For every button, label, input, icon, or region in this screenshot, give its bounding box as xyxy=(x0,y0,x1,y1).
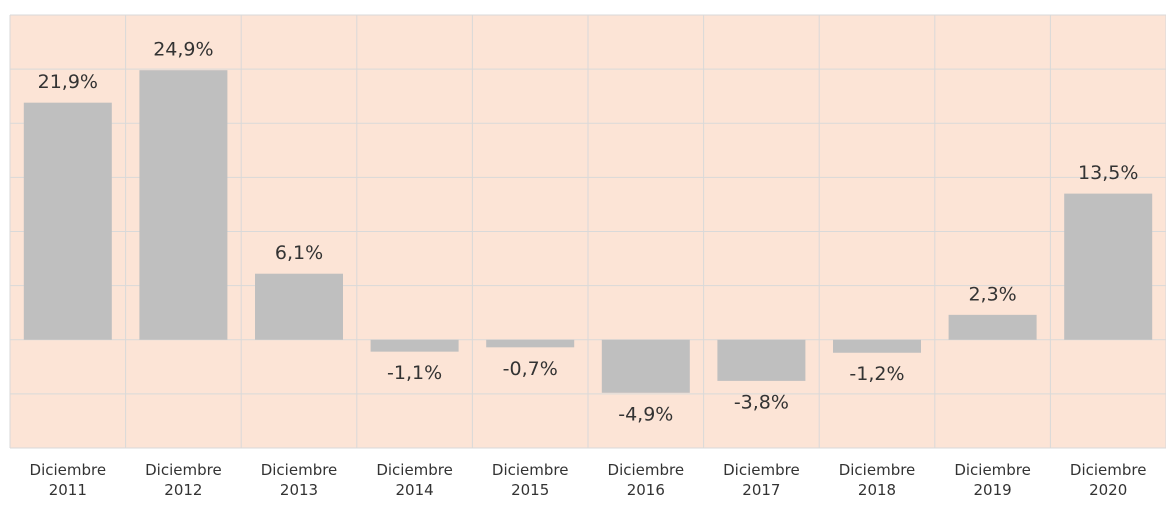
x-tick-label: Diciembre 2012 xyxy=(145,461,222,499)
x-tick-label: Diciembre 2011 xyxy=(29,461,107,499)
value-label: 6,1% xyxy=(275,242,323,264)
value-label: 13,5% xyxy=(1078,162,1138,184)
bar xyxy=(139,70,228,340)
x-tick-label: Diciembre 2015 xyxy=(491,461,569,499)
bar xyxy=(717,339,806,381)
bar xyxy=(601,339,690,393)
value-label: 21,9% xyxy=(38,71,98,93)
value-label: -1,2% xyxy=(849,363,904,385)
x-tick-label: Diciembre 2018 xyxy=(838,461,916,499)
value-label: 2,3% xyxy=(968,283,1016,305)
value-label: 24,9% xyxy=(153,39,213,61)
x-tick-label: Diciembre 2019 xyxy=(954,461,1031,499)
bar xyxy=(1064,193,1153,340)
bar xyxy=(833,339,921,353)
x-tick-label: Diciembre 2017 xyxy=(723,461,800,499)
value-label: -0,7% xyxy=(503,358,558,380)
x-tick-label: Diciembre 2016 xyxy=(607,461,685,499)
bar xyxy=(948,314,1037,340)
value-label: -1,1% xyxy=(387,362,442,384)
x-tick-label: Diciembre 2020 xyxy=(1069,461,1147,499)
x-tick-label: Diciembre 2013 xyxy=(260,461,338,499)
value-label: -3,8% xyxy=(734,391,789,413)
value-label: -4,9% xyxy=(618,403,673,425)
bar xyxy=(255,273,343,340)
bar xyxy=(370,339,459,352)
chart: 21,9% 24,9% 6,1% -1,1% -0,7% -4,9% -3,8% -1,2% 2… xyxy=(9,14,1166,449)
bar xyxy=(486,339,575,348)
bar xyxy=(23,102,112,340)
x-tick-label: Diciembre 2014 xyxy=(376,461,453,499)
